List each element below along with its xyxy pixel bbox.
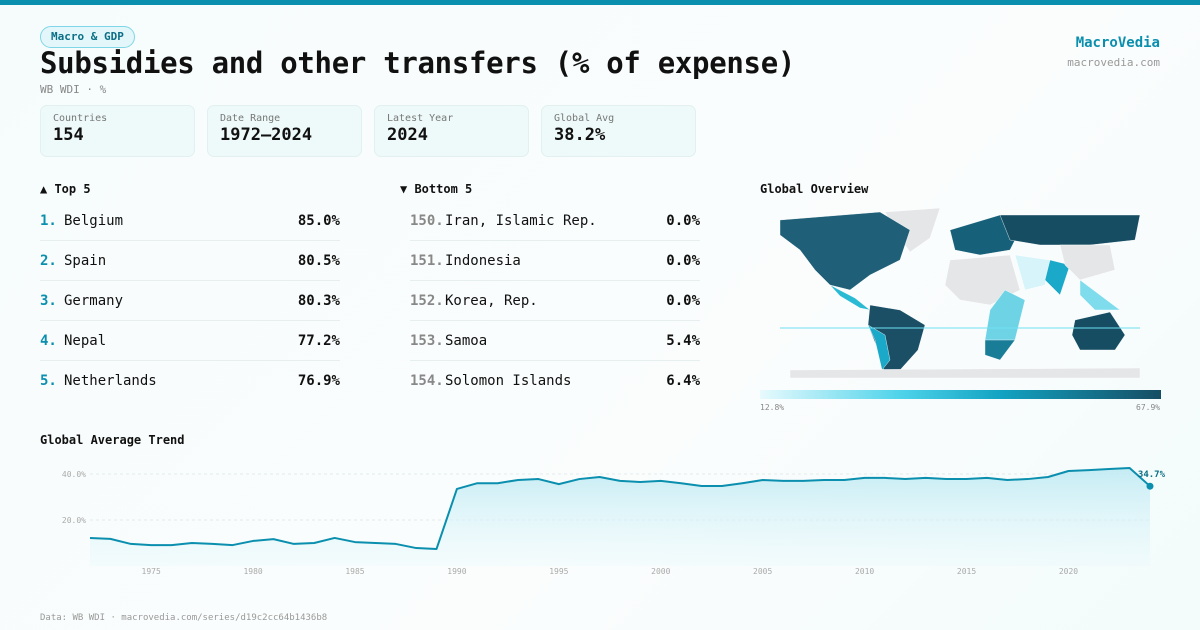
stat-date-range: Date Range 1972–2024 (207, 105, 362, 157)
country-name: Nepal (64, 332, 107, 349)
x-tick-label: 2005 (753, 567, 772, 576)
page-title: Subsidies and other transfers (% of expe… (40, 46, 796, 80)
list-item[interactable]: 5. Netherlands 76.9% (40, 361, 340, 401)
end-value-label: 34.7% (1138, 470, 1166, 480)
rank: 2. (40, 252, 57, 269)
world-map[interactable] (760, 200, 1170, 380)
x-tick-label: 2000 (651, 567, 670, 576)
map-southern-africa (984, 339, 1016, 361)
stat-value: 2024 (387, 125, 428, 145)
map-north-america (779, 211, 911, 291)
stat-label: Global Avg (554, 113, 615, 124)
footer-source: Data: WB WDI · macrovedia.com/series/d19… (40, 613, 328, 623)
list-item[interactable]: 153. Samoa 5.4% (410, 321, 700, 361)
map-middle-east (1014, 254, 1051, 291)
country-name: Samoa (445, 332, 488, 349)
country-value: 85.0% (297, 212, 340, 229)
x-tick-label: 1980 (243, 567, 262, 576)
x-tick-label: 2010 (855, 567, 874, 576)
x-tick-label: 1985 (345, 567, 364, 576)
country-name: Netherlands (64, 373, 157, 389)
x-tick-label: 2020 (1059, 567, 1078, 576)
map-andes (867, 324, 891, 371)
list-item[interactable]: 150. Iran, Islamic Rep. 0.0% (410, 201, 700, 241)
top5-list: 1. Belgium 85.0% 2. Spain 80.5% 3. Germany 80.3%… (40, 201, 340, 401)
map-russia (999, 214, 1141, 246)
country-value: 0.0% (666, 252, 700, 269)
list-item[interactable]: 3. Germany 80.3% (40, 281, 340, 321)
y-tick-label: 20.0% (62, 516, 86, 525)
legend-min: 12.8% (760, 403, 785, 412)
rank: 1. (40, 212, 57, 229)
page-subtitle: WB WDI · % (40, 83, 107, 96)
stat-value: 1972–2024 (220, 125, 313, 145)
list-item[interactable]: 151. Indonesia 0.0% (410, 241, 700, 281)
stat-value: 154 (53, 125, 84, 145)
x-tick-label: 2015 (957, 567, 976, 576)
trend-line (89, 467, 1151, 550)
country-value: 0.0% (666, 212, 700, 229)
stat-value: 38.2% (554, 125, 606, 145)
country-value: 6.4% (666, 373, 700, 389)
country-name: Korea, Rep. (445, 292, 538, 309)
stat-label: Latest Year (387, 113, 454, 124)
country-name: Indonesia (445, 252, 521, 269)
trend-chart[interactable]: 20.0% 40.0% 1975 1980 1985 1990 1995 2000 2005 20… (0, 450, 1200, 590)
map-north-africa (944, 254, 1021, 306)
stat-latest-year: Latest Year 2024 (374, 105, 529, 157)
x-tick-label: 1995 (549, 567, 568, 576)
country-name: Solomon Islands (445, 373, 572, 389)
data-point (1146, 482, 1154, 490)
brand-url[interactable]: macrovedia.com (1067, 56, 1160, 69)
rank: 152. (410, 292, 444, 309)
bottom5-heading: ▼ Bottom 5 (400, 182, 473, 196)
map-legend-bar (760, 390, 1161, 399)
bottom5-list: 150. Iran, Islamic Rep. 0.0% 151. Indonesia 0… (410, 201, 700, 401)
stat-label: Countries (53, 113, 108, 124)
map-australia (1071, 311, 1126, 351)
list-item[interactable]: 2. Spain 80.5% (40, 241, 340, 281)
map-heading: Global Overview (760, 182, 869, 196)
rank: 150. (410, 212, 444, 229)
stat-label: Date Range (220, 113, 281, 124)
rank: 151. (410, 252, 444, 269)
legend-max: 67.9% (1136, 403, 1161, 412)
list-item[interactable]: 154. Solomon Islands 6.4% (410, 361, 700, 401)
list-item[interactable]: 1. Belgium 85.0% (40, 201, 340, 241)
map-china (1059, 244, 1116, 281)
country-value: 5.4% (666, 332, 700, 349)
y-tick-label: 40.0% (62, 470, 86, 479)
stat-global-avg: Global Avg 38.2% (541, 105, 696, 157)
x-tick-label: 1975 (142, 567, 161, 576)
list-item[interactable]: 4. Nepal 77.2% (40, 321, 340, 361)
stat-countries: Countries 154 (40, 105, 195, 157)
rank: 3. (40, 292, 57, 309)
rank: 154. (410, 373, 444, 389)
map-southeast-asia (1079, 279, 1121, 311)
country-value: 77.2% (297, 332, 340, 349)
country-value: 76.9% (297, 373, 340, 389)
category-tag[interactable]: Macro & GDP (40, 26, 135, 48)
rank: 4. (40, 332, 57, 349)
x-tick-label: 1990 (447, 567, 466, 576)
country-name: Iran, Islamic Rep. (445, 212, 597, 229)
country-value: 80.3% (297, 292, 340, 309)
rank: 153. (410, 332, 444, 349)
country-value: 80.5% (297, 252, 340, 269)
brand-logo[interactable]: MacroVedia (1075, 35, 1160, 51)
map-india (1044, 259, 1071, 296)
country-value: 0.0% (666, 292, 700, 309)
top5-heading: ▲ Top 5 (40, 182, 91, 196)
top-accent-bar (0, 0, 1200, 5)
trend-area (90, 468, 1150, 566)
map-antarctica (789, 367, 1141, 379)
rank: 5. (40, 373, 57, 389)
trend-heading: Global Average Trend (40, 433, 185, 447)
country-name: Spain (64, 252, 107, 269)
country-name: Germany (64, 292, 124, 309)
country-name: Belgium (64, 212, 124, 229)
list-item[interactable]: 152. Korea, Rep. 0.0% (410, 281, 700, 321)
map-central-america (829, 284, 871, 311)
